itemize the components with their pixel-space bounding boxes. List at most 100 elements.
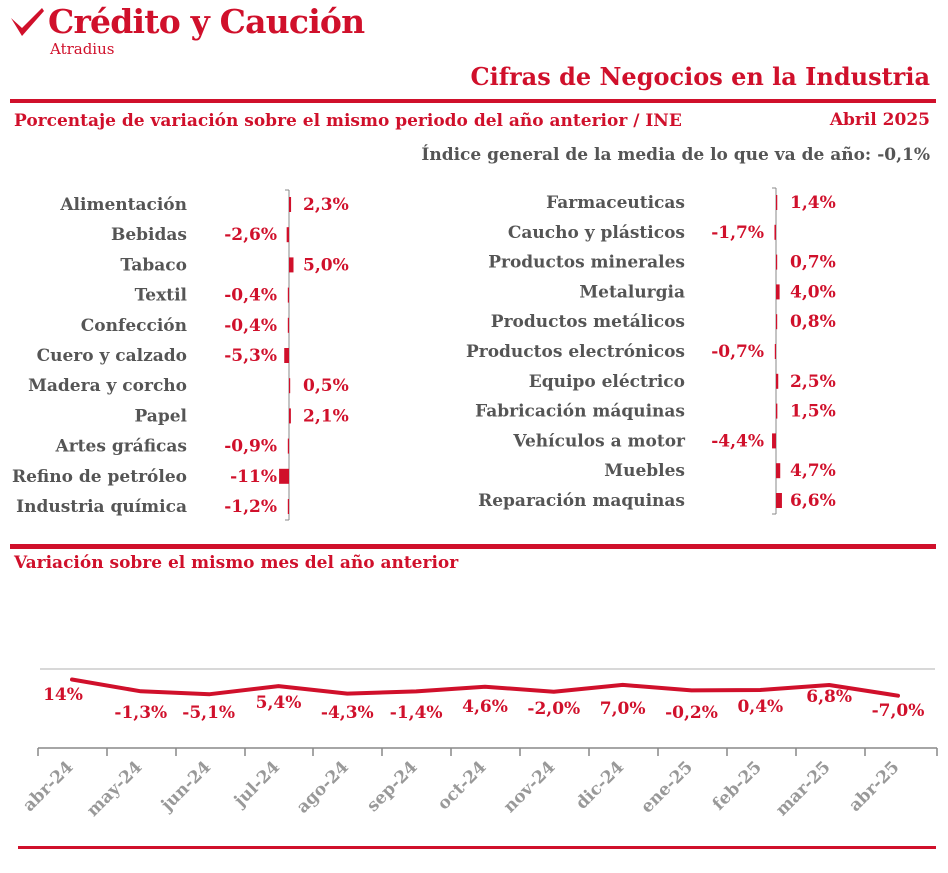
x-tick-label: abr-24 (19, 757, 78, 816)
data-label: -1,4% (390, 703, 443, 723)
data-label: 6,6% (790, 491, 836, 511)
data-label: -1,2% (224, 497, 277, 517)
x-tick-label: oct-24 (434, 757, 491, 814)
brand-logo-icon (11, 8, 44, 36)
bar (287, 438, 289, 454)
x-tick-label: feb-25 (709, 757, 766, 814)
data-label: -11% (230, 467, 277, 487)
data-label: 0,8% (790, 312, 836, 332)
x-tick-label: nov-24 (500, 757, 560, 817)
data-label: 4,0% (790, 282, 836, 302)
data-label: -2,6% (224, 225, 277, 245)
category-label: Productos minerales (488, 253, 685, 273)
data-label: 0,5% (303, 376, 349, 396)
category-label: Cuero y calzado (37, 346, 187, 366)
data-label: -0,9% (224, 437, 277, 457)
data-label: -0,7% (711, 342, 764, 362)
bar (289, 197, 292, 212)
bar (287, 287, 289, 303)
bar (287, 499, 289, 514)
x-tick-label: mar-25 (772, 757, 835, 820)
data-label: 2,5% (790, 372, 836, 392)
category-label: Farmaceuticas (546, 193, 685, 213)
data-label: 0,4% (737, 697, 783, 717)
category-label: Bebidas (111, 225, 187, 245)
bar (772, 433, 776, 449)
category-label: Vehículos a motor (512, 431, 686, 451)
bar (776, 254, 778, 270)
data-label: -0,4% (224, 316, 277, 336)
category-label: Muebles (604, 461, 685, 481)
x-tick-label: abr-25 (845, 757, 903, 815)
data-label: 4,6% (462, 697, 508, 717)
header-rule (10, 99, 936, 103)
bar (284, 348, 289, 363)
bar (776, 195, 778, 210)
bar (776, 284, 780, 300)
data-label: 7,0% (600, 699, 646, 719)
bar (776, 314, 778, 330)
data-label: 1,4% (790, 193, 836, 213)
data-label: -2,0% (527, 699, 580, 719)
data-label: -4,3% (321, 703, 374, 723)
category-label: Metalurgia (579, 282, 685, 302)
general-index: Índice general de la media de lo que va … (421, 145, 930, 165)
general-index-label: Índice general de la media de lo que va … (421, 145, 872, 165)
data-label: 0,7% (790, 253, 836, 273)
section2-title: Variación sobre el mismo mes del año ant… (14, 553, 459, 573)
page-title: Cifras de Negocios en la Industria (470, 62, 930, 91)
bar (776, 493, 782, 508)
report-date: Abril 2025 (829, 110, 930, 130)
category-label: Papel (134, 406, 187, 426)
bar (776, 403, 778, 419)
category-label: Textil (135, 286, 188, 306)
data-label: 5,4% (256, 693, 302, 713)
bar (776, 463, 781, 479)
category-label: Alimentación (59, 195, 187, 215)
category-label: Industria química (16, 497, 187, 517)
general-index-value: -0,1% (877, 145, 930, 165)
data-label: -7,0% (872, 701, 925, 721)
data-label: 1,5% (790, 402, 836, 422)
bar (286, 227, 289, 243)
footer-rule (18, 846, 936, 849)
data-label: 14% (43, 685, 83, 705)
data-label: -5,1% (182, 703, 235, 723)
x-tick-label: dic-24 (572, 757, 628, 813)
section-rule (10, 544, 936, 549)
category-label: Productos metálicos (491, 312, 685, 332)
category-label: Artes gráficas (55, 437, 187, 457)
x-tick-label: ago-24 (293, 757, 353, 817)
monthly-line-chart: 14% -1,3% -5,1% 5,4% -4,3% -1,4% 4,6% -2,0% 7,0%… (19, 668, 938, 821)
x-tick-label: jun-24 (156, 757, 215, 816)
x-tick-label: jul-24 (229, 757, 284, 812)
data-label: 5,0% (303, 255, 349, 275)
x-tick-label: sep-24 (363, 757, 422, 816)
category-label: Productos electrónicos (466, 342, 685, 362)
brand-sub: Atradius (50, 40, 115, 58)
category-label: Refino de petróleo (12, 467, 187, 487)
category-label: Madera y corcho (28, 376, 187, 396)
data-label: 4,7% (790, 461, 836, 481)
data-label: 2,3% (303, 195, 349, 215)
sector-bar-charts: Alimentación 2,3% Bebidas -2,6% Tabaco 5,0% Te… (12, 187, 836, 521)
bar (279, 468, 289, 484)
category-label: Caucho y plásticos (508, 223, 685, 243)
category-label: Fabricación máquinas (475, 402, 685, 422)
category-label: Tabaco (120, 255, 187, 275)
bar (289, 257, 294, 273)
data-label: 2,1% (303, 406, 349, 426)
x-tick-label: ene-25 (637, 757, 697, 817)
data-label: -0,2% (665, 703, 718, 723)
bar (287, 317, 289, 333)
category-label: Equipo eléctrico (529, 372, 685, 392)
data-label: -0,4% (224, 286, 277, 306)
series-line (70, 677, 900, 698)
data-label: -4,4% (711, 431, 764, 451)
bar (776, 373, 779, 389)
bar (774, 224, 776, 240)
bar (289, 408, 291, 424)
data-label: -1,7% (711, 223, 764, 243)
x-tick-label: may-24 (83, 757, 146, 820)
data-label: 6,8% (806, 687, 852, 707)
